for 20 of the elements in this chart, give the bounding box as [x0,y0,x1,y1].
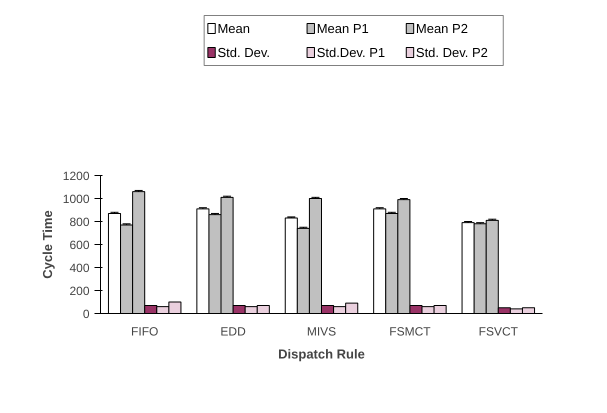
y-tick-label: 200 [69,284,90,298]
y-tick-label: 1000 [62,192,90,206]
y-tick-label: 400 [69,261,90,275]
y-tick-label: 600 [69,238,90,252]
y-axis-title: Cycle Time [40,210,55,279]
y-tick-label: 800 [69,215,90,229]
x-tick-label: MIVS [306,324,336,338]
x-axis-title: Dispatch Rule [278,346,365,362]
x-tick-label: FSVCT [478,324,519,338]
legend-label: Std. Dev. P2 [416,45,488,60]
legend-label: Std.Dev. P1 [316,45,386,60]
legend-label: Std. Dev. [217,45,270,60]
y-tick-label: 0 [82,307,90,321]
y-tick-label: 1200 [62,169,90,183]
x-tick-label: FSMCT [389,324,432,338]
x-tick-label: FIFO [131,324,158,338]
legend-label: Mean [217,21,250,36]
x-tick-label: EDD [220,324,246,338]
legend-label: Mean P1 [316,21,369,36]
legend-label: Mean P2 [416,21,468,36]
